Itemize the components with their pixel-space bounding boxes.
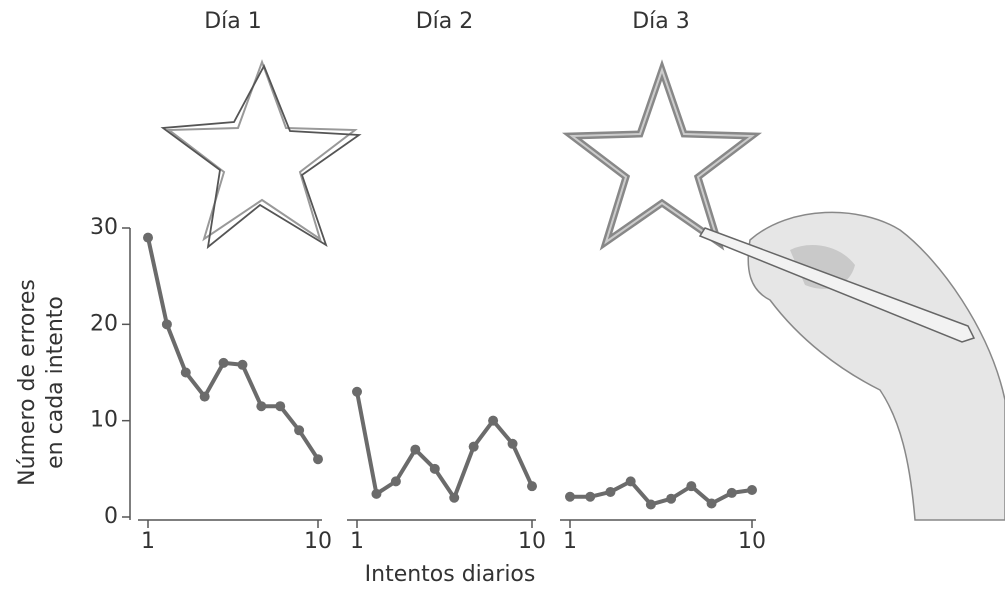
data-point <box>666 494 676 504</box>
x-tick-label: 10 <box>518 529 546 554</box>
data-point <box>162 319 172 329</box>
star-outline <box>169 62 355 239</box>
data-line <box>357 392 532 498</box>
y-tick-label: 20 <box>90 311 118 336</box>
panel-title: Día 2 <box>416 9 474 34</box>
data-point <box>391 476 401 486</box>
data-point <box>237 360 247 370</box>
star-traced <box>572 70 752 242</box>
star-traced <box>163 66 359 247</box>
x-tick-label: 1 <box>350 529 364 554</box>
star-drawing-day-3 <box>572 70 752 242</box>
x-tick-label: 10 <box>304 529 332 554</box>
data-point <box>605 487 615 497</box>
data-point <box>646 499 656 509</box>
x-tick-label: 1 <box>141 529 155 554</box>
data-point <box>181 368 191 378</box>
data-point <box>747 485 757 495</box>
data-point <box>371 489 381 499</box>
hand-illustration <box>700 212 1005 520</box>
page: Día 1 1 10 0 10 20 30 Número de erroresen cada … <box>0 0 1005 590</box>
x-axis-label: Intentos diarios <box>365 562 536 587</box>
data-line <box>570 481 752 504</box>
data-point <box>686 481 696 491</box>
x-tick-label: 10 <box>738 529 766 554</box>
data-point <box>219 358 229 368</box>
data-point <box>508 439 518 449</box>
data-point <box>585 492 595 502</box>
data-point <box>727 488 737 498</box>
y-tick-label: 0 <box>104 504 118 529</box>
data-point <box>275 401 285 411</box>
panel-title: Día 1 <box>204 9 262 34</box>
data-point <box>430 464 440 474</box>
y-tick-label: 30 <box>90 215 118 240</box>
panel-title: Día 3 <box>632 9 690 34</box>
data-point <box>565 492 575 502</box>
data-point <box>488 416 498 426</box>
data-point <box>313 454 323 464</box>
data-point <box>294 425 304 435</box>
data-point <box>707 499 717 509</box>
data-point <box>410 445 420 455</box>
chart: Día 1 1 10 0 10 20 30 Número de erroresen cada … <box>0 0 1005 590</box>
data-point <box>469 442 479 452</box>
y-axis-label: en cada intento <box>43 296 68 469</box>
data-point <box>352 387 362 397</box>
data-point <box>449 493 459 503</box>
x-tick-label: 1 <box>563 529 577 554</box>
data-point <box>626 476 636 486</box>
data-line <box>148 238 318 460</box>
data-point <box>256 401 266 411</box>
y-axis-label: Número de errores <box>15 279 40 486</box>
data-point <box>527 481 537 491</box>
data-point <box>143 233 153 243</box>
star-drawing-day-1 <box>163 62 359 247</box>
data-point <box>200 392 210 402</box>
y-tick-label: 10 <box>90 408 118 433</box>
